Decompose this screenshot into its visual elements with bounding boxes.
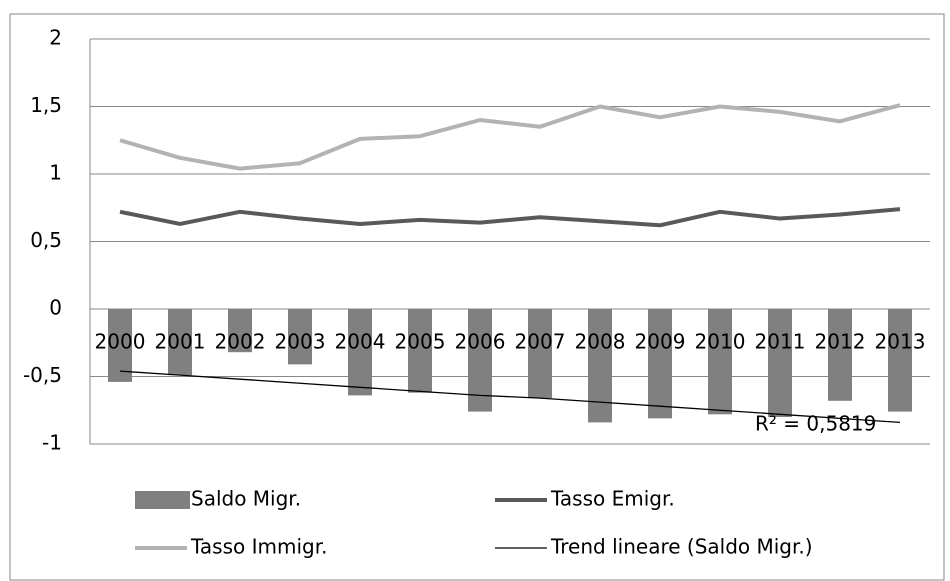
bar — [228, 309, 252, 353]
y-tick-label: 0,5 — [30, 228, 62, 252]
bar — [708, 309, 732, 415]
x-tick-label: 2005 — [395, 330, 446, 354]
bar — [528, 309, 552, 399]
bar — [288, 309, 312, 365]
line — [119, 370, 901, 424]
y-tick-label: 1 — [49, 161, 62, 185]
x-tick-label: 2004 — [335, 330, 386, 354]
annotation: R² = 0,5819 — [755, 412, 876, 436]
bar — [408, 309, 432, 393]
bar — [348, 309, 372, 396]
line — [119, 103, 901, 171]
legend-label: Tasso Immigr. — [190, 535, 327, 559]
bar — [108, 309, 132, 382]
y-tick-label: 0 — [49, 296, 62, 320]
x-tick-label: 2010 — [695, 330, 746, 354]
bar — [588, 309, 612, 423]
y-tick-label: 2 — [49, 26, 62, 50]
bar — [168, 309, 192, 376]
y-tick-label: -1 — [42, 431, 62, 455]
chart-frame — [9, 13, 945, 581]
bar — [768, 309, 792, 417]
x-tick-label: 2013 — [875, 330, 926, 354]
x-tick-label: 2009 — [635, 330, 686, 354]
legend-swatch — [135, 491, 190, 509]
legend-label: Trend lineare (Saldo Migr.) — [550, 535, 813, 559]
x-tick-label: 2011 — [755, 330, 806, 354]
x-tick-label: 2002 — [215, 330, 266, 354]
x-tick-label: 2012 — [815, 330, 866, 354]
line — [119, 207, 901, 228]
legend-label: Saldo Migr. — [191, 487, 301, 511]
bar — [828, 309, 852, 401]
x-tick-label: 2008 — [575, 330, 626, 354]
y-tick-label: 1,5 — [30, 93, 62, 117]
legend-label: Tasso Emigr. — [550, 487, 675, 511]
bar — [648, 309, 672, 419]
x-tick-label: 2007 — [515, 330, 566, 354]
x-tick-label: 2000 — [95, 330, 146, 354]
x-tick-label: 2003 — [275, 330, 326, 354]
x-tick-label: 2006 — [455, 330, 506, 354]
bar — [888, 309, 912, 412]
y-tick-label: -0,5 — [23, 363, 62, 387]
x-tick-label: 2001 — [155, 330, 206, 354]
